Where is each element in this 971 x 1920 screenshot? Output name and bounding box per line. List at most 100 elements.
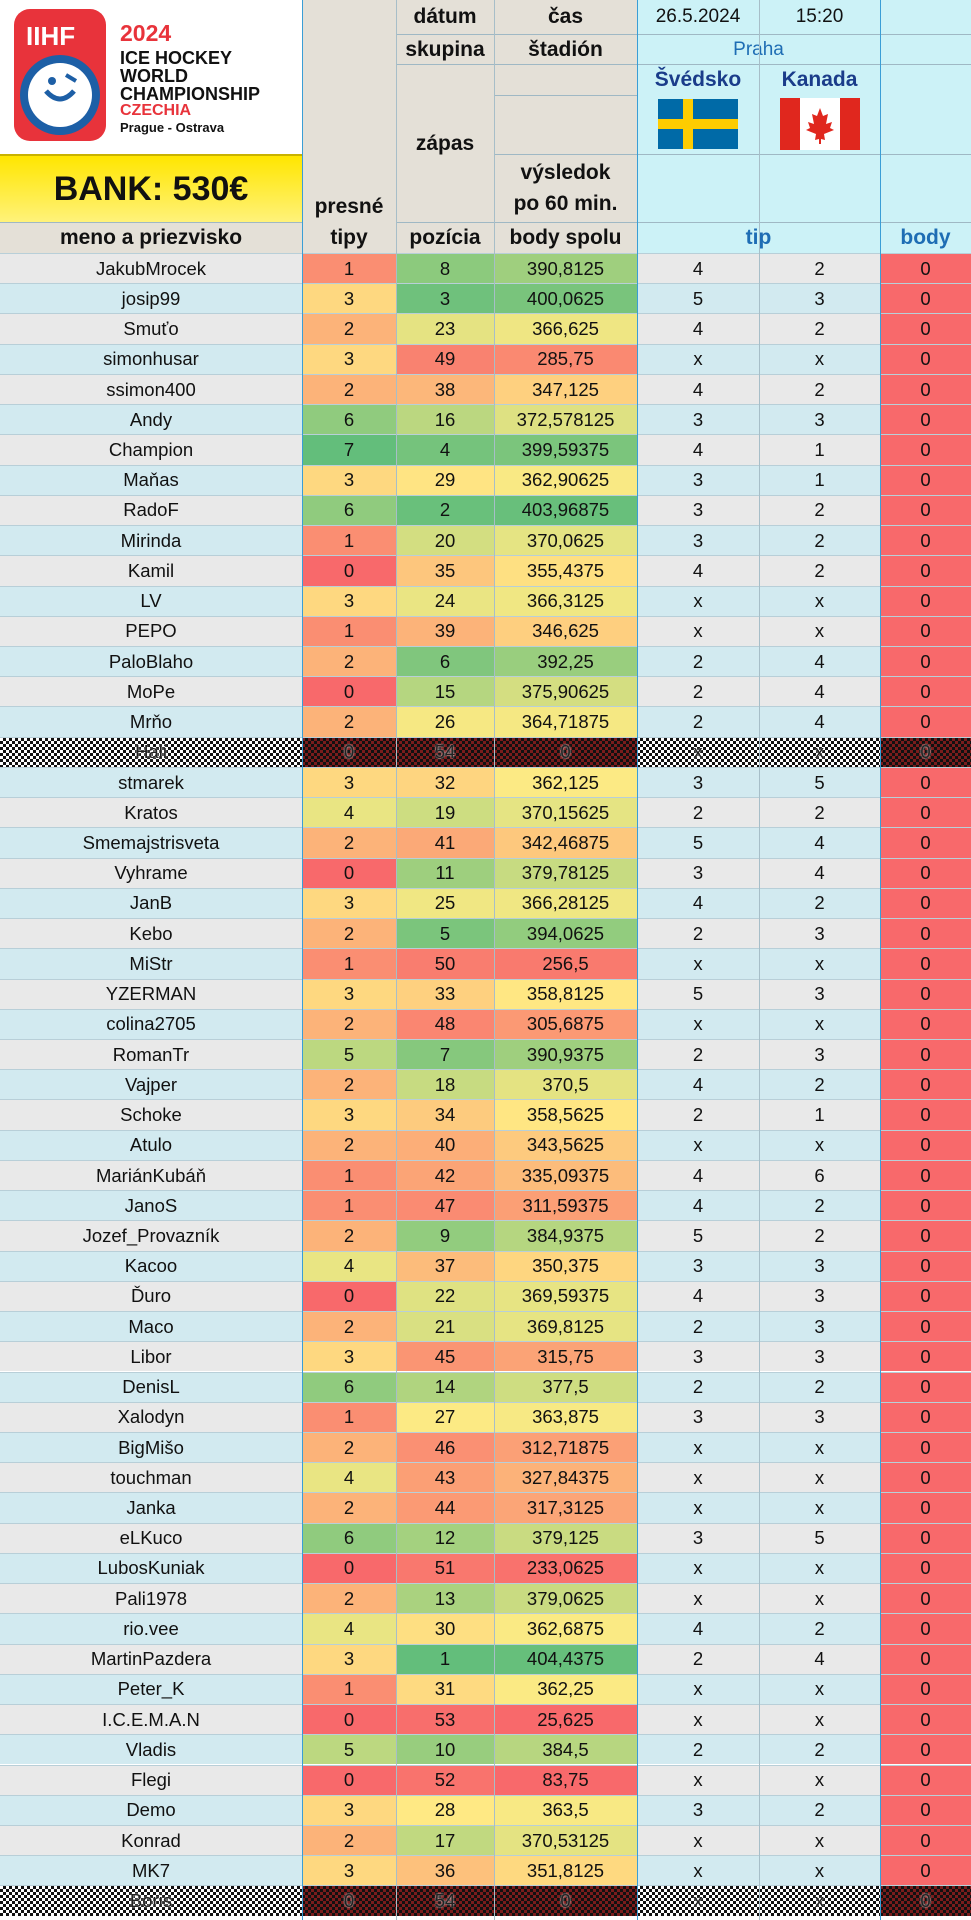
cell-pos: 45 xyxy=(396,1342,494,1372)
cell-presne: 3 xyxy=(302,888,396,919)
cell-presne: 1 xyxy=(302,616,396,646)
cell-pos: 33 xyxy=(396,979,494,1009)
cell-t2: x xyxy=(759,1584,880,1614)
cell-pos: 43 xyxy=(396,1463,494,1493)
cell-t2: 2 xyxy=(759,254,880,284)
table-row: Kamil 0 35 355,4375 4 2 0 xyxy=(0,555,971,586)
cell-presne: 2 xyxy=(302,707,396,737)
cell-t2: x xyxy=(759,1765,880,1795)
cell-body: 370,5 xyxy=(494,1070,637,1100)
table-row: stmarek 3 32 362,125 3 5 0 xyxy=(0,766,971,798)
cell-presne: 3 xyxy=(302,586,396,616)
cell-pts: 0 xyxy=(880,586,971,616)
cell-t2: x xyxy=(759,1130,880,1160)
cell-pos: 2 xyxy=(396,495,494,526)
cell-t1: 2 xyxy=(637,677,759,707)
cell-presne: 0 xyxy=(302,1705,396,1735)
cell-body: 364,71875 xyxy=(494,707,637,737)
cell-pts: 0 xyxy=(880,526,971,556)
cell-presne: 3 xyxy=(302,767,396,798)
cell-t2: 2 xyxy=(759,1372,880,1402)
cell-t2: 3 xyxy=(759,405,880,435)
header-vysledok-line1: výsledok xyxy=(520,161,611,185)
cell-presne: 2 xyxy=(302,828,396,858)
table-row: Smemajstrisveta 2 41 342,46875 5 4 0 xyxy=(0,827,971,858)
cell-t2: 3 xyxy=(759,1312,880,1342)
header-cas: čas xyxy=(547,5,584,28)
cell-pts: 0 xyxy=(880,1553,971,1584)
cell-body: 392,25 xyxy=(494,646,637,677)
cell-name: Libor xyxy=(0,1342,302,1372)
col-tip: tip xyxy=(637,222,880,253)
bank-label: BANK: 530€ xyxy=(53,169,249,208)
cell-body: 384,9375 xyxy=(494,1221,637,1251)
logo-line3: CHAMPIONSHIP xyxy=(120,84,261,104)
cell-body: 363,5 xyxy=(494,1795,637,1825)
cell-t1: 3 xyxy=(637,1342,759,1372)
cell-pts: 0 xyxy=(880,1100,971,1130)
cell-t2: x xyxy=(759,1493,880,1523)
cell-body: 404,4375 xyxy=(494,1644,637,1674)
logo-text: 2024 ICE HOCKEY WORLD CHAMPIONSHIP CZECH… xyxy=(120,22,261,135)
cell-t1: 4 xyxy=(637,888,759,919)
cell-name: stmarek xyxy=(0,767,302,798)
cell-pos: 40 xyxy=(396,1130,494,1160)
cell-t2: x xyxy=(759,1009,880,1039)
cell-pos: 31 xyxy=(396,1674,494,1705)
cell-t2: 1 xyxy=(759,465,880,495)
cell-presne: 4 xyxy=(302,1463,396,1493)
cell-t1: 2 xyxy=(637,919,759,949)
table-row: josip99 3 3 400,0625 5 3 0 xyxy=(0,283,971,314)
cell-pos: 10 xyxy=(396,1735,494,1765)
cell-presne: 7 xyxy=(302,435,396,465)
cell-t2: 3 xyxy=(759,979,880,1009)
cell-name: Boris xyxy=(0,1886,302,1916)
cell-pos: 27 xyxy=(396,1402,494,1432)
cell-pos: 50 xyxy=(396,949,494,979)
cell-t2: 5 xyxy=(759,1523,880,1553)
cell-name: Mirinda xyxy=(0,526,302,556)
cell-name: Andy xyxy=(0,405,302,435)
cell-t1: 5 xyxy=(637,828,759,858)
cell-t2: x xyxy=(759,949,880,979)
table-row: Jozef_Provazník 2 9 384,9375 5 2 0 xyxy=(0,1220,971,1251)
cell-t2: 1 xyxy=(759,1100,880,1130)
cell-pts: 0 xyxy=(880,1765,971,1795)
cell-t2: 2 xyxy=(759,1795,880,1825)
cell-name: Pali1978 xyxy=(0,1584,302,1614)
cell-t1: x xyxy=(637,1493,759,1523)
cell-pts: 0 xyxy=(880,616,971,646)
cell-body: 362,25 xyxy=(494,1674,637,1705)
cell-presne: 2 xyxy=(302,1584,396,1614)
cell-presne: 3 xyxy=(302,1795,396,1825)
cell-t1: 3 xyxy=(637,405,759,435)
cell-pos: 25 xyxy=(396,888,494,919)
cell-pts: 0 xyxy=(880,707,971,737)
cell-pts: 0 xyxy=(880,284,971,314)
cell-pts: 0 xyxy=(880,737,971,767)
cell-pts: 0 xyxy=(880,465,971,495)
cell-pos: 53 xyxy=(396,1705,494,1735)
result-1 xyxy=(637,154,759,222)
grid-line xyxy=(759,0,760,1920)
cell-pts: 0 xyxy=(880,677,971,707)
table-row: Pali1978 2 13 379,0625 x x 0 xyxy=(0,1583,971,1614)
cell-t1: x xyxy=(637,1705,759,1735)
grid-line xyxy=(494,0,495,1920)
cell-pts: 0 xyxy=(880,374,971,405)
table-row: Vladis 5 10 384,5 2 2 0 xyxy=(0,1734,971,1765)
cell-presne: 2 xyxy=(302,646,396,677)
col-body-spolu: body spolu xyxy=(494,222,637,253)
cell-pts: 0 xyxy=(880,254,971,284)
table-row: MK7 3 36 351,8125 x x 0 xyxy=(0,1855,971,1886)
cell-name: JakubMrocek xyxy=(0,254,302,284)
header-pozicia-block xyxy=(396,0,494,222)
cell-pts: 0 xyxy=(880,1251,971,1281)
table-row: LubosKuniak 0 51 233,0625 x x 0 xyxy=(0,1552,971,1584)
cell-presne: 3 xyxy=(302,344,396,374)
cell-name: JanoS xyxy=(0,1191,302,1221)
table-row: rio.vee 4 30 362,6875 4 2 0 xyxy=(0,1613,971,1644)
cell-pts: 0 xyxy=(880,405,971,435)
cell-t2: 2 xyxy=(759,798,880,828)
